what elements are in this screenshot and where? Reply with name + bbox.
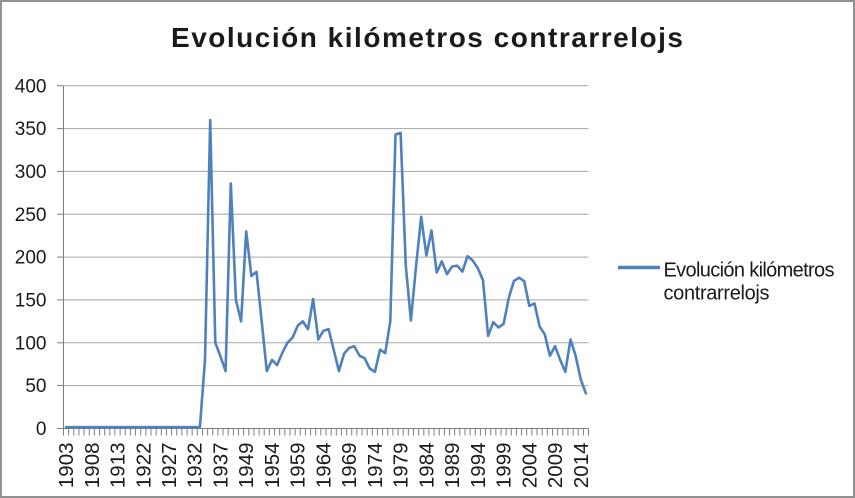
svg-text:2014: 2014 bbox=[570, 443, 593, 489]
svg-text:2009: 2009 bbox=[544, 443, 567, 489]
svg-text:1913: 1913 bbox=[107, 443, 130, 489]
svg-text:0: 0 bbox=[36, 419, 47, 440]
svg-text:1969: 1969 bbox=[338, 443, 361, 489]
svg-text:1932: 1932 bbox=[184, 443, 207, 489]
svg-text:1974: 1974 bbox=[364, 443, 387, 489]
svg-text:Evolución kilómetros contrarre: Evolución kilómetros contrarrelojs bbox=[171, 22, 683, 53]
svg-text:1999: 1999 bbox=[493, 443, 516, 489]
svg-text:50: 50 bbox=[25, 376, 46, 397]
svg-text:1964: 1964 bbox=[312, 443, 335, 489]
svg-text:1954: 1954 bbox=[261, 443, 284, 489]
svg-text:1927: 1927 bbox=[158, 443, 181, 489]
svg-text:150: 150 bbox=[15, 291, 47, 312]
svg-text:1903: 1903 bbox=[55, 443, 78, 489]
svg-text:250: 250 bbox=[15, 205, 47, 226]
svg-text:1937: 1937 bbox=[210, 443, 233, 489]
svg-text:300: 300 bbox=[15, 162, 47, 183]
svg-text:1994: 1994 bbox=[467, 443, 490, 489]
svg-text:1959: 1959 bbox=[287, 443, 310, 489]
svg-text:1989: 1989 bbox=[441, 443, 464, 489]
svg-text:100: 100 bbox=[15, 333, 47, 354]
svg-text:200: 200 bbox=[15, 248, 47, 269]
svg-text:1949: 1949 bbox=[235, 443, 258, 489]
svg-text:1984: 1984 bbox=[415, 443, 438, 489]
svg-text:contrarrelojs: contrarrelojs bbox=[664, 283, 770, 305]
svg-text:1979: 1979 bbox=[390, 443, 413, 489]
svg-text:1908: 1908 bbox=[81, 443, 104, 489]
svg-text:2004: 2004 bbox=[518, 443, 541, 489]
svg-text:350: 350 bbox=[15, 119, 47, 140]
svg-text:Evolución kilómetros: Evolución kilómetros bbox=[664, 260, 835, 282]
svg-text:400: 400 bbox=[15, 76, 47, 97]
svg-text:1922: 1922 bbox=[132, 443, 155, 489]
